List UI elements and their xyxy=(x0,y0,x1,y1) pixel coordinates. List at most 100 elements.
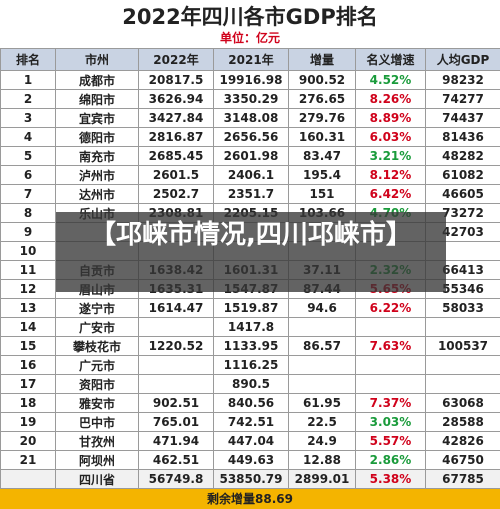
table-cell: 2656.56 xyxy=(213,127,289,147)
table-row: 四川省 56749.8 53850.79 2899.01 5.38% 67785 xyxy=(0,469,500,489)
table-cell: 3626.94 xyxy=(138,89,214,109)
table-cell: 1 xyxy=(0,70,56,90)
table-cell: 447.04 xyxy=(213,431,289,451)
table-cell xyxy=(355,355,426,375)
table-cell: 12.88 xyxy=(288,450,356,470)
table-cell: 276.65 xyxy=(288,89,356,109)
table-cell: 8.12% xyxy=(355,165,426,185)
title: 2022年四川各市GDP排名 xyxy=(122,5,378,29)
table-cell: 53850.79 xyxy=(213,469,289,489)
table-cell: 广安市 xyxy=(55,317,139,337)
table-cell: 15 xyxy=(0,336,56,356)
table-cell: 1220.52 xyxy=(138,336,214,356)
table-cell: 南充市 xyxy=(55,146,139,166)
table-cell: 甘孜州 xyxy=(55,431,139,451)
table-cell: 巴中市 xyxy=(55,412,139,432)
table-cell: 21 xyxy=(0,450,56,470)
table-cell: 8.89% xyxy=(355,108,426,128)
table-cell: 20 xyxy=(0,431,56,451)
table-row: 4 德阳市 2816.87 2656.56 160.31 6.03% 81436 xyxy=(0,127,500,147)
table-cell: 2 xyxy=(0,89,56,109)
table-cell: 3148.08 xyxy=(213,108,289,128)
table-cell: 279.76 xyxy=(288,108,356,128)
table-cell: 泸州市 xyxy=(55,165,139,185)
table-row: 20 甘孜州 471.94 447.04 24.9 5.57% 42826 xyxy=(0,431,500,451)
header-row: 排名 市州 2022年 2021年 增量 名义增速 人均GDP xyxy=(0,48,500,71)
table-row: 6 泸州市 2601.5 2406.1 195.4 8.12% 61082 xyxy=(0,165,500,185)
table-cell: 3427.84 xyxy=(138,108,214,128)
table-cell: 151 xyxy=(288,184,356,204)
header-cell: 增量 xyxy=(288,48,356,71)
table-cell: 742.51 xyxy=(213,412,289,432)
table-cell: 1116.25 xyxy=(213,355,289,375)
table-cell: 6.42% xyxy=(355,184,426,204)
table-cell: 1133.95 xyxy=(213,336,289,356)
table-cell: 22.5 xyxy=(288,412,356,432)
table-cell: 81436 xyxy=(425,127,500,147)
table-cell: 绵阳市 xyxy=(55,89,139,109)
table-cell: 56749.8 xyxy=(138,469,214,489)
header-cell: 2022年 xyxy=(138,48,214,71)
table-cell: 宜宾市 xyxy=(55,108,139,128)
table-cell xyxy=(355,374,426,394)
table-cell: 四川省 xyxy=(55,469,139,489)
table-cell: 13 xyxy=(0,298,56,318)
table-cell: 成都市 xyxy=(55,70,139,90)
table-cell: 2816.87 xyxy=(138,127,214,147)
table-cell: 24.9 xyxy=(288,431,356,451)
table-cell: 195.4 xyxy=(288,165,356,185)
table-row: 13 遂宁市 1614.47 1519.87 94.6 6.22% 58033 xyxy=(0,298,500,318)
table-cell: 63068 xyxy=(425,393,500,413)
table-cell: 4.52% xyxy=(355,70,426,90)
table-cell: 83.47 xyxy=(288,146,356,166)
table-cell xyxy=(425,374,500,394)
table-cell: 86.57 xyxy=(288,336,356,356)
table-cell: 18 xyxy=(0,393,56,413)
table-row: 1 成都市 20817.5 19916.98 900.52 4.52% 98232 xyxy=(0,70,500,90)
header-cell: 排名 xyxy=(0,48,56,71)
table-cell: 74277 xyxy=(425,89,500,109)
table-cell: 6.22% xyxy=(355,298,426,318)
table-cell xyxy=(138,317,214,337)
overlay-banner: 【邛崃市情况,四川邛崃市】 xyxy=(56,212,446,292)
table-cell: 61082 xyxy=(425,165,500,185)
table-cell: 462.51 xyxy=(138,450,214,470)
table-cell: 74437 xyxy=(425,108,500,128)
table-cell: 4 xyxy=(0,127,56,147)
table-cell: 67785 xyxy=(425,469,500,489)
table-cell: 雅安市 xyxy=(55,393,139,413)
table-cell: 8 xyxy=(0,203,56,223)
table-cell: 20817.5 xyxy=(138,70,214,90)
table-cell: 5.57% xyxy=(355,431,426,451)
table-cell: 46750 xyxy=(425,450,500,470)
table-cell: 7.63% xyxy=(355,336,426,356)
gdp-table: 排名 市州 2022年 2021年 增量 名义增速 人均GDP 1 成都市 20817.5 199… xyxy=(0,48,500,489)
table-cell: 58033 xyxy=(425,298,500,318)
table-cell: 98232 xyxy=(425,70,500,90)
table-row: 2 绵阳市 3626.94 3350.29 276.65 8.26% 74277 xyxy=(0,89,500,109)
table-cell: 2601.5 xyxy=(138,165,214,185)
table-cell: 2.86% xyxy=(355,450,426,470)
table-cell: 2899.01 xyxy=(288,469,356,489)
table-cell: 6 xyxy=(0,165,56,185)
table-cell xyxy=(355,317,426,337)
table-cell: 902.51 xyxy=(138,393,214,413)
table-cell: 900.52 xyxy=(288,70,356,90)
table-cell xyxy=(288,355,356,375)
table-cell: 2502.7 xyxy=(138,184,214,204)
table-cell: 3 xyxy=(0,108,56,128)
table-cell: 德阳市 xyxy=(55,127,139,147)
table-cell: 1417.8 xyxy=(213,317,289,337)
header-cell: 名义增速 xyxy=(355,48,426,71)
table-cell: 2685.45 xyxy=(138,146,214,166)
table-cell: 阿坝州 xyxy=(55,450,139,470)
table-cell: 3350.29 xyxy=(213,89,289,109)
table-cell: 42826 xyxy=(425,431,500,451)
table-cell: 14 xyxy=(0,317,56,337)
table-row: 3 宜宾市 3427.84 3148.08 279.76 8.89% 74437 xyxy=(0,108,500,128)
table-cell: 11 xyxy=(0,260,56,280)
table-cell: 9 xyxy=(0,222,56,242)
table-cell: 471.94 xyxy=(138,431,214,451)
table-cell: 765.01 xyxy=(138,412,214,432)
table-cell xyxy=(425,355,500,375)
